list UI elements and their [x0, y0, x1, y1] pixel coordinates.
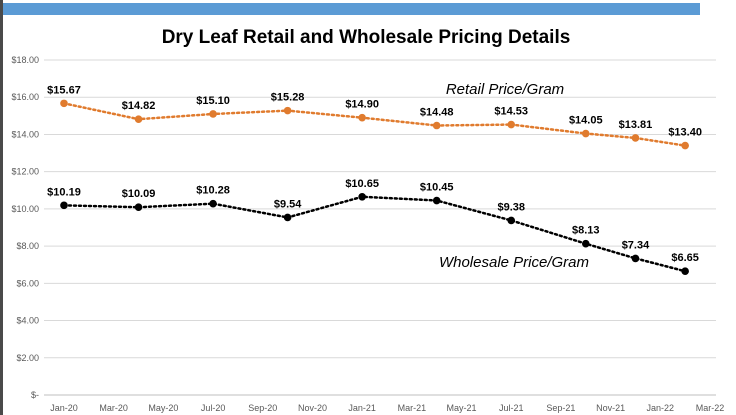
x-tick-label: Jan-21 [348, 403, 376, 413]
data-label: $15.67 [47, 84, 81, 96]
x-tick-label: Nov-21 [596, 403, 625, 413]
data-point [581, 239, 590, 248]
data-label: $10.09 [122, 188, 156, 200]
data-point [432, 196, 441, 205]
x-tick-label: Sep-20 [248, 403, 277, 413]
data-label: $14.05 [569, 115, 603, 127]
data-label: $7.34 [622, 239, 650, 251]
title-accent-bar [3, 3, 700, 15]
data-point [60, 201, 68, 210]
series-label: Retail Price/Gram [446, 81, 564, 98]
data-label: $13.81 [619, 119, 653, 131]
data-point [134, 115, 143, 123]
data-point [631, 134, 640, 142]
data-label: $9.38 [497, 201, 525, 213]
data-point [60, 99, 68, 108]
x-tick-label: May-21 [447, 403, 477, 413]
y-tick-label: $12.00 [11, 167, 39, 177]
data-label: $8.13 [572, 225, 600, 237]
window-edge [0, 0, 3, 415]
y-tick-label: $6.00 [16, 278, 39, 288]
series-label: Wholesale Price/Gram [439, 254, 589, 271]
data-point [358, 192, 366, 201]
series-group: $15.67 $14.82 $15.10 $15.28 $14.90 $14.48 $14.… [47, 84, 702, 276]
x-tick-label: Mar-20 [99, 403, 128, 413]
chart-title: Dry Leaf Retail and Wholesale Pricing De… [162, 27, 571, 48]
data-point [631, 254, 640, 263]
x-axis: Jan-20 Mar-20 May-20 Jul-20 Sep-20 Nov-20 Jan-… [50, 403, 724, 413]
x-tick-label: Jul-20 [201, 403, 226, 413]
y-tick-label: $- [31, 390, 39, 400]
data-point [507, 120, 516, 129]
y-tick-label: $14.00 [11, 129, 39, 139]
data-point [432, 121, 441, 130]
data-label: $6.65 [671, 252, 699, 264]
y-tick-label: $16.00 [11, 92, 39, 102]
data-point [134, 203, 143, 212]
data-label: $13.40 [668, 127, 702, 139]
y-tick-label: $4.00 [16, 316, 39, 326]
data-point [507, 216, 516, 225]
x-tick-label: Jan-20 [50, 403, 78, 413]
x-tick-label: Jul-21 [499, 403, 524, 413]
series-legend-labels: Retail Price/Gram Wholesale Price/Gram [439, 81, 589, 271]
x-tick-label: Sep-21 [546, 403, 575, 413]
data-label: $14.82 [122, 100, 156, 112]
data-label: $10.28 [196, 185, 230, 197]
data-point [283, 213, 292, 222]
data-label: $15.28 [271, 92, 305, 104]
data-point [209, 110, 217, 118]
x-tick-label: Mar-21 [398, 403, 427, 413]
x-tick-label: Mar-22 [696, 403, 725, 413]
data-label: $10.45 [420, 182, 454, 194]
data-label: $9.54 [274, 198, 302, 210]
series-line [62, 102, 687, 147]
data-label: $10.19 [47, 186, 81, 198]
data-point [581, 129, 590, 138]
y-tick-label: $18.00 [11, 55, 39, 65]
data-label: $10.65 [345, 178, 379, 190]
x-tick-label: Nov-20 [298, 403, 327, 413]
x-tick-label: Jan-22 [647, 403, 675, 413]
gridlines [44, 59, 716, 396]
data-point [358, 113, 366, 122]
data-point [209, 199, 217, 208]
x-tick-label: May-20 [148, 403, 178, 413]
y-tick-label: $10.00 [11, 204, 39, 214]
data-point [283, 106, 292, 115]
series-line [62, 195, 687, 273]
data-label: $14.90 [345, 99, 379, 111]
data-label: $14.53 [494, 106, 528, 118]
data-point [681, 267, 689, 276]
data-point [681, 141, 689, 150]
y-tick-label: $8.00 [16, 241, 39, 251]
data-label: $14.48 [420, 107, 454, 119]
y-tick-label: $2.00 [16, 353, 39, 363]
data-label: $15.10 [196, 95, 230, 107]
y-axis: $- $2.00 $4.00 $6.00 $8.00 $10.00 $12.00 $14.00… [11, 55, 39, 400]
